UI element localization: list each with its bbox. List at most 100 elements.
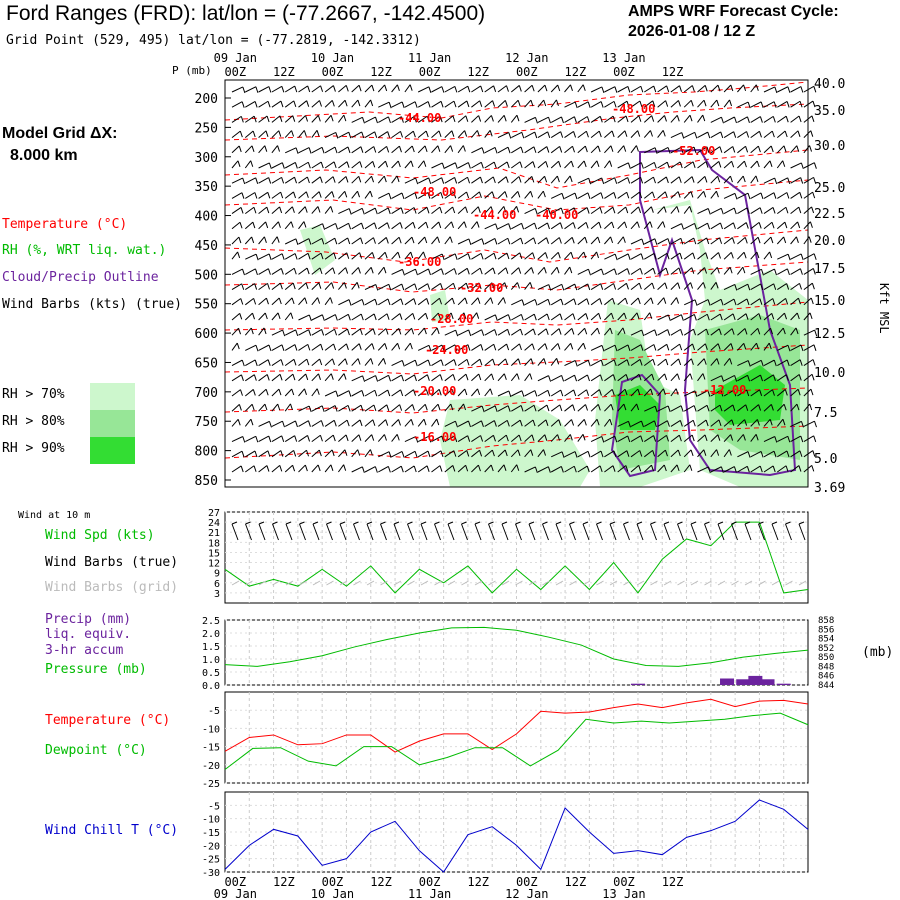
wind-barb xyxy=(643,373,653,382)
wind-barb xyxy=(417,130,427,138)
wind-barb-true xyxy=(704,523,711,541)
wind-barb xyxy=(244,145,253,154)
wind-barb xyxy=(377,266,385,275)
wind-barb-flag xyxy=(242,436,246,443)
wind-barb-flag xyxy=(412,131,416,138)
wind-barb xyxy=(271,100,282,108)
wind-barb-flag xyxy=(531,267,534,274)
wind-barb-flag xyxy=(491,282,495,289)
wind-barb-flag xyxy=(493,253,497,260)
wind-barb-flag xyxy=(254,359,258,367)
wind-barb xyxy=(417,389,427,397)
wind-barb xyxy=(577,404,586,412)
wind-barb-true xyxy=(582,523,590,541)
wind-barb xyxy=(258,130,267,138)
wind-barb-flag xyxy=(546,146,550,153)
wind-barb-flag xyxy=(507,238,511,245)
wind-barb xyxy=(298,176,308,184)
wind-barb xyxy=(444,388,453,397)
wind-barb xyxy=(723,313,734,321)
wind-barb xyxy=(338,252,348,260)
wind-barb xyxy=(723,116,735,123)
wind-barb-flag xyxy=(759,298,763,305)
temperature-contour xyxy=(224,81,809,121)
wind-barb-flag xyxy=(534,131,538,139)
wind-barb-flag xyxy=(426,298,430,305)
wind-barb-flag xyxy=(266,115,270,123)
pressure-tick-label: 200 xyxy=(195,92,218,107)
wind-barb-flag xyxy=(371,434,375,441)
wind-barb-flag xyxy=(490,464,494,472)
wind-barb-flag xyxy=(277,221,281,228)
wind-barb-true-flag xyxy=(650,521,656,525)
wind-barb-flag xyxy=(343,464,347,471)
wind-barb-flag xyxy=(423,419,427,426)
wind-barb xyxy=(351,358,359,366)
wind-barb xyxy=(258,253,270,260)
wind-barb-flag xyxy=(680,405,684,412)
rh-shade-region xyxy=(715,365,785,425)
wind-barb xyxy=(590,130,600,138)
wind-barb-flag xyxy=(422,251,426,259)
wind-barb xyxy=(670,420,681,427)
temperature-contour-label: -52.00 xyxy=(672,144,715,158)
wind-barb-flag xyxy=(399,313,403,320)
wind-barb xyxy=(258,206,268,214)
wind-barb-flag xyxy=(454,253,458,260)
wind-barb-flag xyxy=(518,267,522,274)
wind-barb-flag xyxy=(689,464,693,471)
wind-barb-flag xyxy=(478,115,482,122)
wind-barb-flag xyxy=(598,313,602,320)
wind-barb xyxy=(471,388,478,397)
wind-barb-flag xyxy=(440,283,444,290)
wind-barb-flag xyxy=(294,435,298,442)
wind-barb-flag xyxy=(614,253,618,261)
wind-barb-true-flag xyxy=(353,521,359,525)
wind-barb-true-flag xyxy=(488,521,494,525)
wind-barb xyxy=(803,329,815,336)
wind-barb-flag xyxy=(613,450,617,458)
wind-barb-flag xyxy=(276,236,280,243)
wind-barb xyxy=(231,207,242,215)
wind-barb xyxy=(391,342,398,351)
temperature-tick-label: -20 xyxy=(202,761,220,772)
wind-barb-flag xyxy=(305,115,309,122)
wind-barb-flag xyxy=(694,299,698,306)
wind-barb-flag xyxy=(439,115,443,123)
wind-barb xyxy=(777,177,788,184)
wind-barb xyxy=(484,238,496,245)
wind-barb-flag xyxy=(534,466,538,474)
wind-barb-true-flag xyxy=(515,521,521,525)
wind-barb-flag xyxy=(614,177,618,184)
wind-barb xyxy=(630,238,643,245)
wind-barb-flag xyxy=(759,131,762,138)
wind-barb-true xyxy=(380,523,387,541)
pressure-tick-label: 600 xyxy=(195,327,218,342)
wind-barb xyxy=(471,267,481,275)
wind-barb-flag xyxy=(465,374,469,381)
wind-barb-true xyxy=(231,523,239,541)
wind-barb-flag xyxy=(809,403,813,411)
wind-barb xyxy=(231,283,242,291)
wind-barb-flag xyxy=(652,268,656,275)
cloud-precip-outline xyxy=(639,148,797,477)
wind-barb-flag xyxy=(561,451,565,458)
wind-barb-flag xyxy=(800,177,804,184)
wind-barb xyxy=(258,236,265,245)
wind-barb xyxy=(550,434,558,442)
wind-barb-flag xyxy=(506,420,510,427)
wind-barb xyxy=(364,252,373,260)
wind-barb-flag xyxy=(453,450,457,457)
wind-barb-true-flag xyxy=(636,521,643,525)
wind-barb xyxy=(590,465,601,473)
wind-barb-flag xyxy=(291,297,295,305)
wind-barb-flag xyxy=(702,114,706,122)
wind-barb xyxy=(417,298,427,306)
wind-barb xyxy=(351,237,361,245)
wind-barb xyxy=(550,131,561,139)
top-date-label: 13 Jan xyxy=(602,51,645,65)
wind-barb-flag xyxy=(613,101,617,108)
wind-barb-flag xyxy=(519,161,523,168)
wind-barb-flag xyxy=(360,237,364,244)
wind-barb-flag xyxy=(797,298,801,305)
